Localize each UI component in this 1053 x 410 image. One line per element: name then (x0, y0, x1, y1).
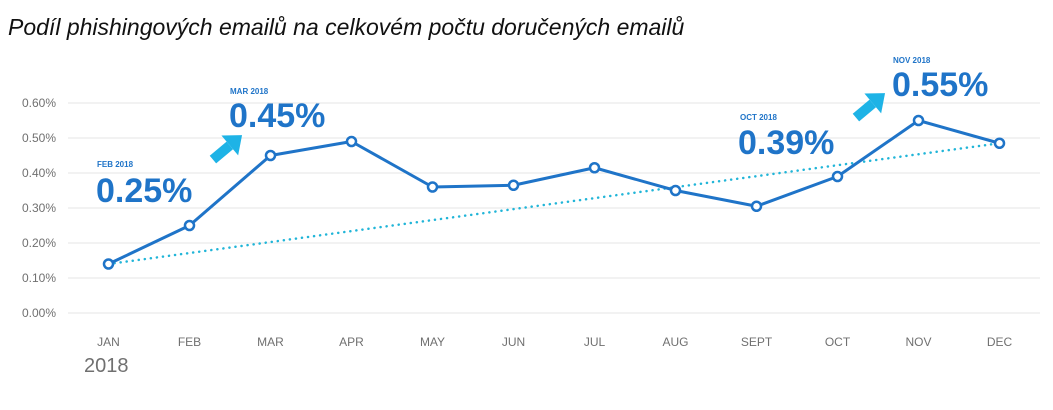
x-tick-label: JAN (97, 335, 120, 349)
data-point (102, 258, 115, 270)
annotation-nov-label: NOV 2018 (893, 56, 931, 65)
annotation-oct-label: OCT 2018 (740, 113, 777, 122)
annotation-mar-label: MAR 2018 (230, 87, 269, 96)
data-point (426, 181, 439, 193)
y-tick-label: 0.40% (22, 166, 56, 180)
x-tick-label: FEB (178, 335, 201, 349)
x-tick-label: NOV (905, 335, 931, 349)
annotation-mar-value: 0.45% (229, 97, 325, 135)
x-tick-label: APR (339, 335, 364, 349)
x-tick-label: MAR (257, 335, 284, 349)
annotation-nov-value: 0.55% (892, 66, 988, 104)
y-tick-label: 0.20% (22, 236, 56, 250)
x-axis-year-label: 2018 (84, 355, 129, 377)
y-tick-label: 0.30% (22, 201, 56, 215)
y-tick-label: 0.10% (22, 271, 56, 285)
annotation-feb-label: FEB 2018 (97, 160, 134, 169)
data-points (102, 114, 1006, 270)
gridlines (68, 102, 1040, 314)
annotation-nov: NOV 2018 0.55% (892, 56, 988, 104)
x-tick-label: JUN (502, 335, 525, 349)
arrow-up-right-icon (852, 93, 886, 122)
trendline-path (107, 142, 1001, 266)
data-point (912, 114, 925, 127)
data-point (264, 149, 277, 162)
data-point (588, 162, 601, 174)
data-point (669, 184, 682, 197)
x-tick-label: OCT (825, 335, 851, 349)
y-tick-label: 0.50% (22, 131, 56, 145)
annotation-oct: OCT 2018 0.39% (738, 113, 834, 162)
x-axis-ticks: JAN FEB MAR APR MAY JUN JUL AUG SEPT OCT NOV DEC (97, 335, 1012, 349)
annotation-feb: FEB 2018 0.25% (96, 160, 192, 210)
arrow-up-right-icon (209, 135, 243, 164)
annotation-mar: MAR 2018 0.45% (229, 87, 325, 135)
series-path (107, 119, 1000, 266)
series-line (107, 119, 1000, 266)
data-point (831, 170, 844, 183)
data-point (750, 200, 763, 212)
trendline (107, 142, 1001, 266)
x-tick-label: JUL (584, 335, 606, 349)
x-tick-label: AUG (662, 335, 688, 349)
x-tick-label: SEPT (741, 335, 773, 349)
y-axis-ticks: 0.00% 0.10% 0.20% 0.30% 0.40% 0.50% 0.60% (22, 96, 56, 320)
data-point (183, 219, 196, 232)
data-point (507, 179, 520, 191)
y-tick-label: 0.00% (22, 306, 56, 320)
annotation-feb-value: 0.25% (96, 172, 192, 210)
x-tick-label: MAY (420, 335, 445, 349)
data-point (993, 137, 1006, 149)
chart-title: Podíl phishingových emailů na celkovém p… (8, 14, 685, 40)
x-tick-label: DEC (987, 335, 1013, 349)
data-point (345, 135, 358, 148)
annotation-oct-value: 0.39% (738, 124, 834, 162)
y-tick-label: 0.60% (22, 96, 56, 110)
